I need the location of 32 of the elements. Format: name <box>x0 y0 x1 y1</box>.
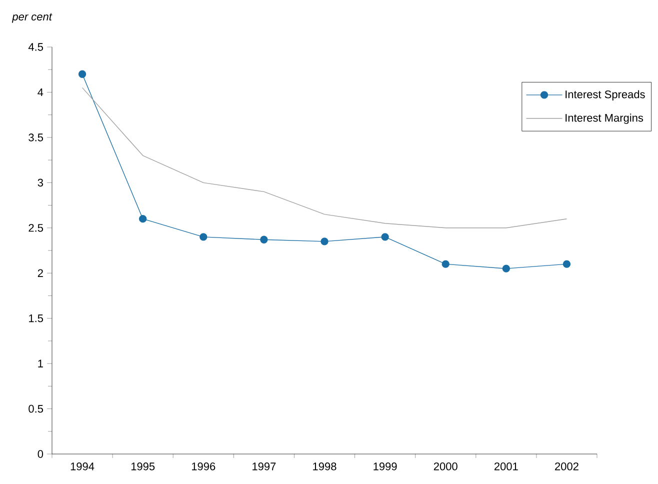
line-series <box>82 87 568 228</box>
y-tick-label: 3.5 <box>28 134 44 142</box>
point <box>320 238 328 246</box>
y-tick-label: 4.5 <box>28 43 44 51</box>
y-tick-label: 2.5 <box>28 224 44 232</box>
point <box>562 260 571 268</box>
x-tick-label: 1995 <box>131 462 155 470</box>
point <box>200 233 208 241</box>
x-tick-label: 1997 <box>252 462 276 470</box>
x-tick-label: 1999 <box>374 462 397 470</box>
y-tick-label: 0.5 <box>28 404 44 413</box>
point <box>260 236 268 244</box>
y-axis-title: per cent <box>12 13 52 23</box>
x-tick-label: 1998 <box>313 462 336 470</box>
x-tick-label: 2000 <box>434 462 458 470</box>
y-tick-label: 0 <box>38 450 44 458</box>
y-tick-label: 1.5 <box>29 314 44 322</box>
point <box>502 264 510 272</box>
legend-label: Interest Spreads <box>566 90 645 100</box>
point <box>78 70 86 78</box>
legend-label: Interest Margins <box>566 114 644 124</box>
y-tick-label: 2 <box>38 269 43 277</box>
point <box>381 233 389 241</box>
x-tick-label: 2001 <box>494 462 518 470</box>
point <box>139 215 147 223</box>
y-tick-label: 4 <box>38 88 44 96</box>
point <box>442 260 450 268</box>
x-tick-label: 1994 <box>70 462 94 470</box>
y-tick-label: 1 <box>38 360 43 368</box>
x-tick-label: 2002 <box>555 462 578 470</box>
x-tick-label: 1996 <box>192 462 216 470</box>
y-tick-label: 3 <box>38 178 44 187</box>
